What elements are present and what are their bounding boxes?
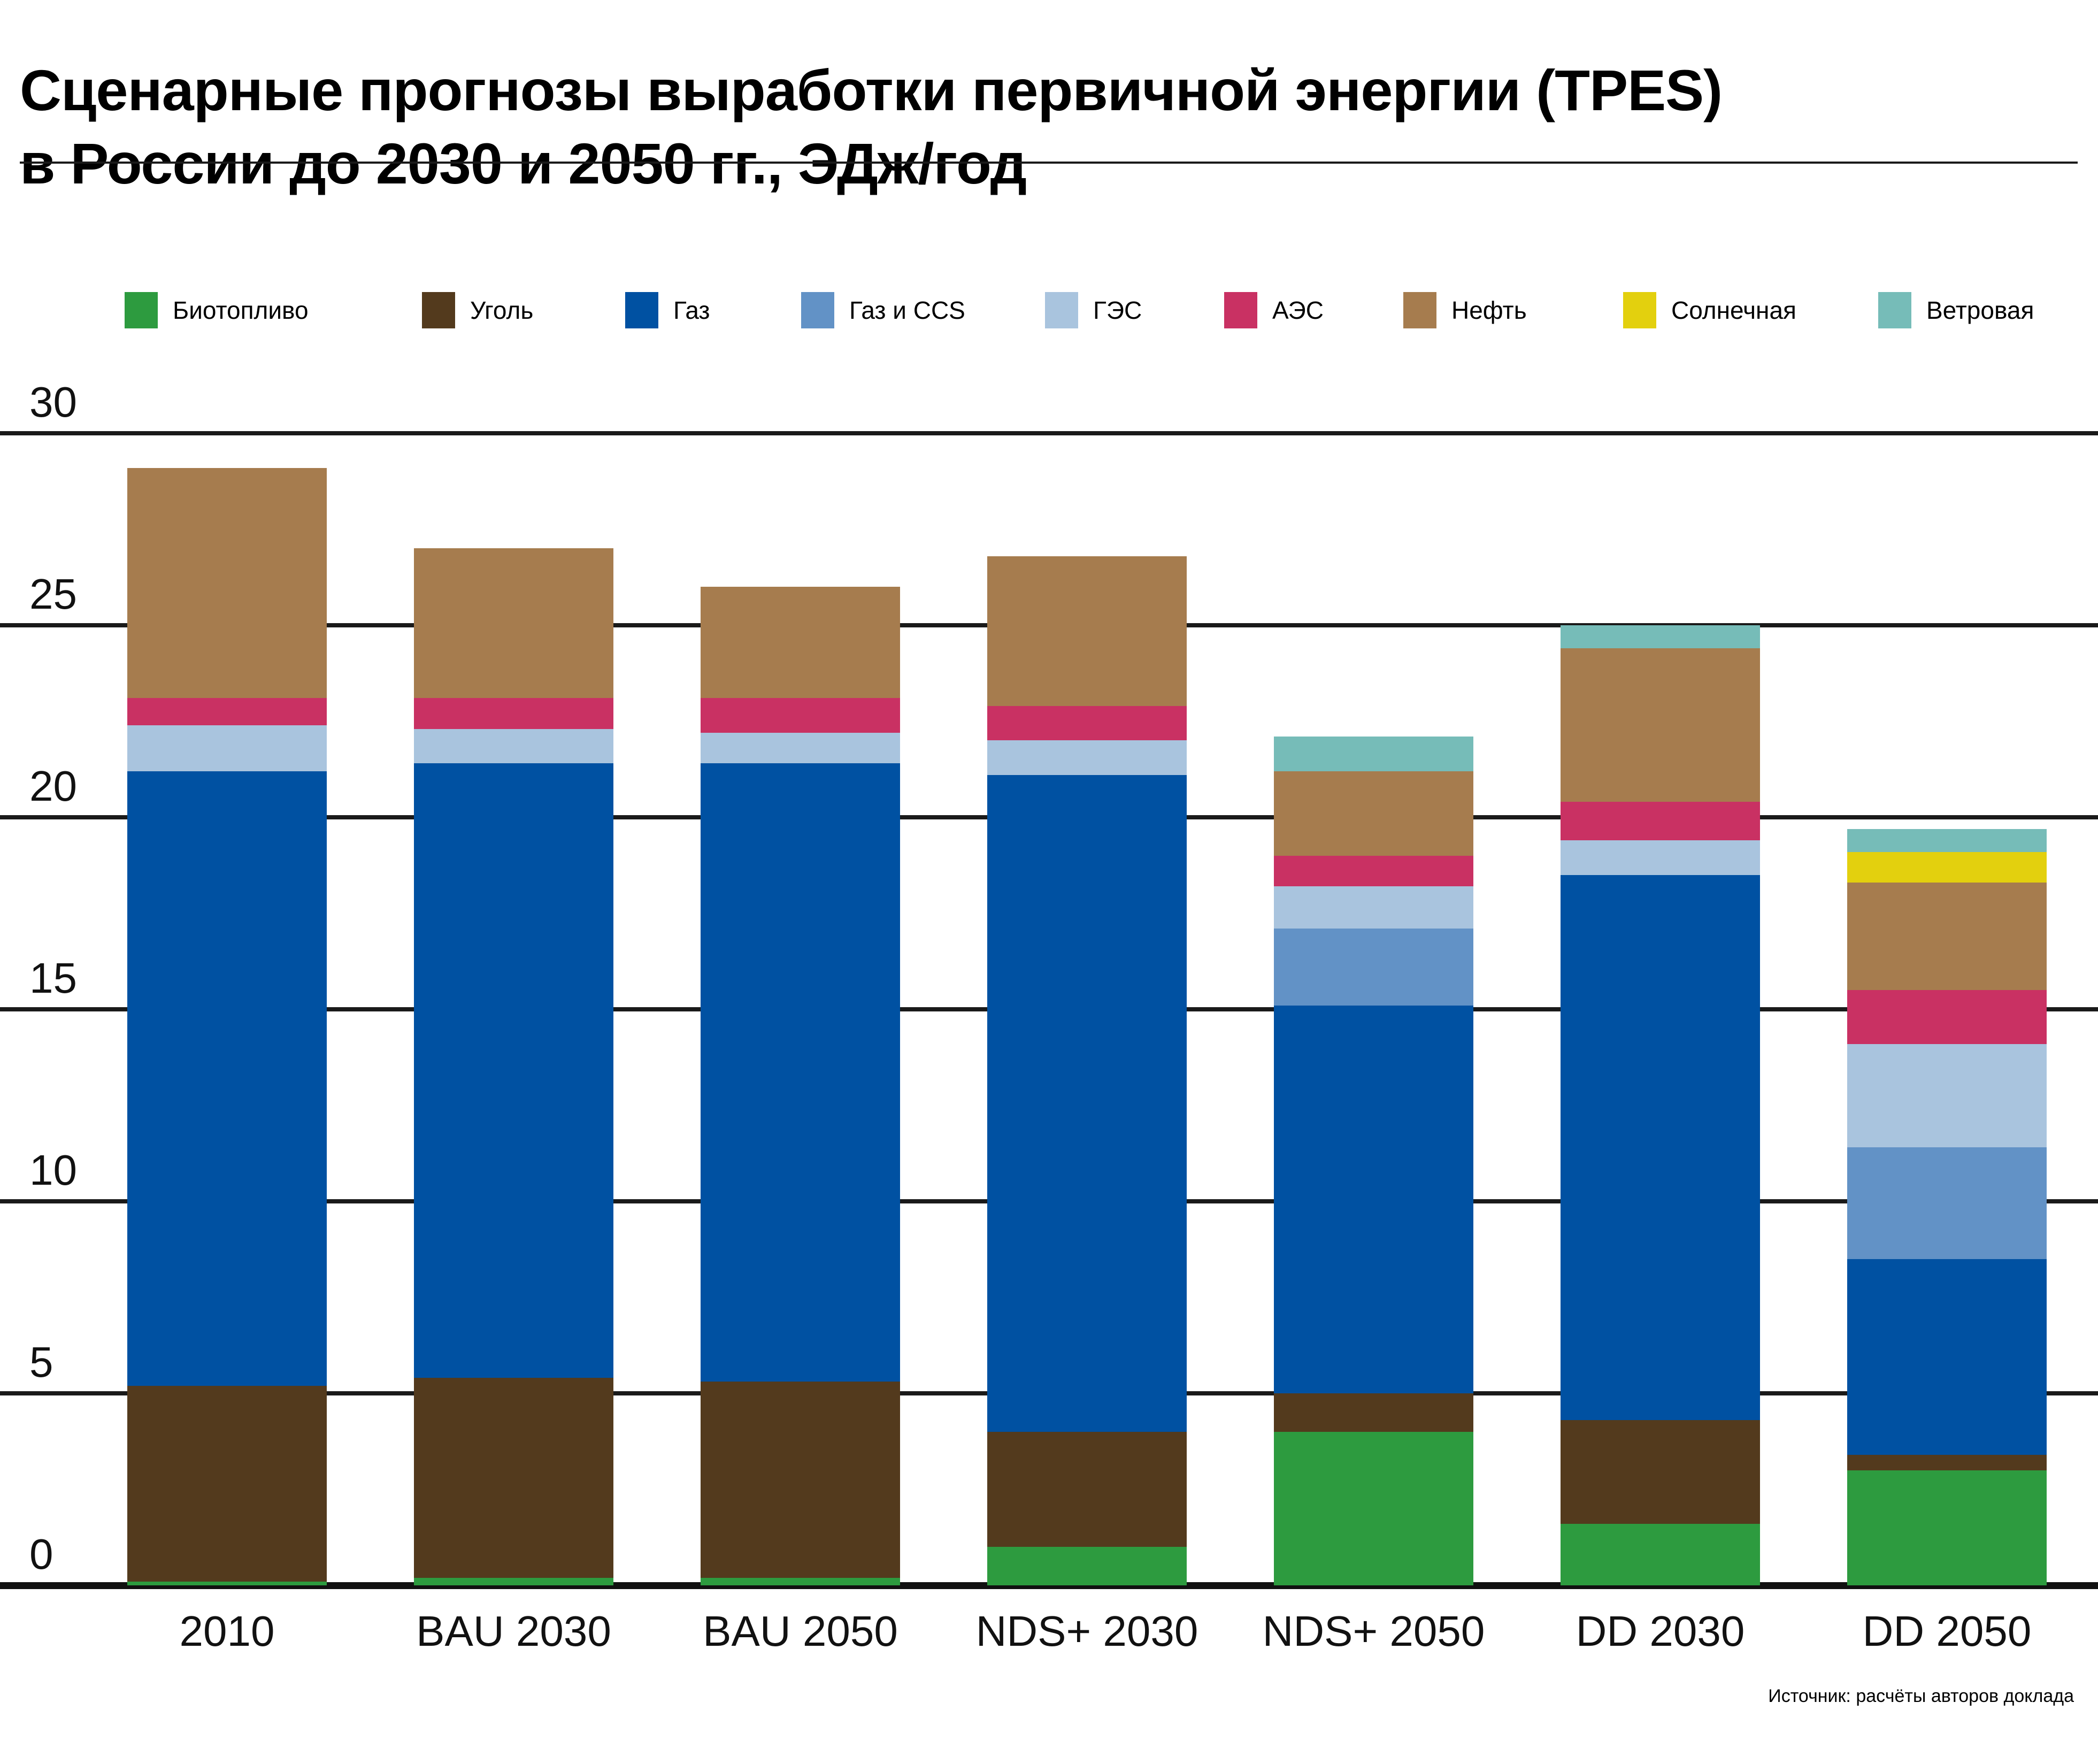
legend-item: Газ и CCS: [801, 292, 965, 328]
legend-swatch-icon: [1878, 292, 1911, 328]
legend-label: АЭС: [1272, 296, 1324, 324]
legend-swatch-icon: [125, 292, 158, 328]
legend-item: Ветровая: [1878, 292, 2034, 328]
y-axis-tick-label: 10: [29, 1146, 77, 1194]
bar-segment: [701, 587, 900, 699]
bar-segment: [1561, 1524, 1760, 1585]
bar-segment: [701, 1577, 900, 1585]
bar-segment: [1847, 852, 2047, 883]
page-title-line1: Сценарные прогнозы выработки первичной э…: [20, 58, 1723, 123]
bar-segment: [414, 728, 613, 764]
bar-segment: [987, 775, 1187, 1432]
bar-segment: [127, 698, 327, 725]
bar-segment: [987, 556, 1187, 706]
legend-label: Ветровая: [1926, 296, 2034, 324]
legend-label: Уголь: [470, 296, 534, 324]
bar-segment: [414, 1577, 613, 1585]
legend-swatch-icon: [1045, 292, 1078, 328]
legend-swatch-icon: [1623, 292, 1656, 328]
legend-item: Уголь: [422, 292, 533, 328]
y-axis-tick-label: 0: [29, 1530, 53, 1578]
x-axis-tick-label: NDS+ 2050: [1262, 1607, 1485, 1655]
bar-segment: [1561, 625, 1760, 649]
bar-segment: [1561, 648, 1760, 802]
legend-item: Солнечная: [1623, 292, 1796, 328]
legend-label: Биотопливо: [173, 296, 309, 324]
bar-segment: [1274, 737, 1473, 771]
x-axis-tick-label: NDS+ 2030: [975, 1607, 1198, 1655]
y-axis-tick-label: 5: [29, 1338, 53, 1386]
x-axis-tick-label: 2010: [179, 1607, 275, 1655]
bar-segment: [1847, 1044, 2047, 1148]
legend-item: Биотопливо: [125, 292, 309, 328]
legend-swatch-icon: [1224, 292, 1257, 328]
legend-item: ГЭС: [1045, 292, 1142, 328]
legend-item: Газ: [625, 292, 710, 328]
bar-segment: [701, 763, 900, 1382]
bar-segment: [1847, 1147, 2047, 1259]
gridline: [0, 431, 2098, 435]
bar-segment: [1561, 1420, 1760, 1524]
bar-segment: [701, 1382, 900, 1578]
legend-label: ГЭС: [1093, 296, 1142, 324]
y-axis-tick-label: 20: [29, 762, 77, 810]
legend-label: Нефть: [1451, 296, 1527, 324]
bar-segment: [701, 698, 900, 733]
bar-segment: [1274, 886, 1473, 929]
bar-segment: [1847, 1470, 2047, 1585]
bar-segment: [1274, 929, 1473, 1006]
bar-segment: [987, 1547, 1187, 1585]
bar-segment: [1847, 829, 2047, 852]
legend-label: Газ и CCS: [849, 296, 965, 324]
bar-segment: [1274, 1393, 1473, 1432]
legend-label: Газ: [673, 296, 710, 324]
legend-item: Нефть: [1403, 292, 1527, 328]
bar-segment: [127, 725, 327, 771]
bar-segment: [1847, 883, 2047, 991]
bar-segment: [414, 548, 613, 699]
bar-segment: [1847, 1259, 2047, 1455]
bar-segment: [127, 1385, 327, 1582]
source-note: Источник: расчёты авторов доклада: [1768, 1686, 2074, 1706]
title-divider: [20, 162, 2078, 164]
bar-segment: [987, 705, 1187, 741]
x-axis-tick-label: DD 2030: [1576, 1607, 1745, 1655]
legend-swatch-icon: [1403, 292, 1436, 328]
y-axis-tick-label: 25: [29, 570, 77, 618]
bar-segment: [1274, 1005, 1473, 1393]
legend-item: АЭС: [1224, 292, 1324, 328]
x-axis-tick-label: BAU 2050: [703, 1607, 898, 1655]
bar-segment: [987, 740, 1187, 775]
bar-segment: [1561, 875, 1760, 1421]
legend-swatch-icon: [422, 292, 455, 328]
bar-segment: [414, 1378, 613, 1578]
bar-segment: [127, 771, 327, 1386]
bar-segment: [127, 1581, 327, 1585]
bar-segment: [1274, 1431, 1473, 1585]
bar-segment: [701, 733, 900, 764]
bar-segment: [1561, 840, 1760, 875]
x-axis-tick-label: DD 2050: [1862, 1607, 2032, 1655]
bar-segment: [1274, 855, 1473, 887]
bar-segment: [127, 467, 327, 699]
y-axis-tick-label: 15: [29, 954, 77, 1002]
bar-segment: [987, 1431, 1187, 1547]
legend-swatch-icon: [625, 292, 658, 328]
bar-segment: [414, 763, 613, 1378]
bar-segment: [1847, 1454, 2047, 1470]
legend-label: Солнечная: [1671, 296, 1796, 324]
bar-segment: [414, 698, 613, 729]
bar-segment: [1561, 802, 1760, 841]
legend-swatch-icon: [801, 292, 834, 328]
bar-segment: [1274, 771, 1473, 856]
x-axis-tick-label: BAU 2030: [416, 1607, 611, 1655]
bar-segment: [1847, 990, 2047, 1044]
y-axis-tick-label: 30: [29, 378, 77, 426]
